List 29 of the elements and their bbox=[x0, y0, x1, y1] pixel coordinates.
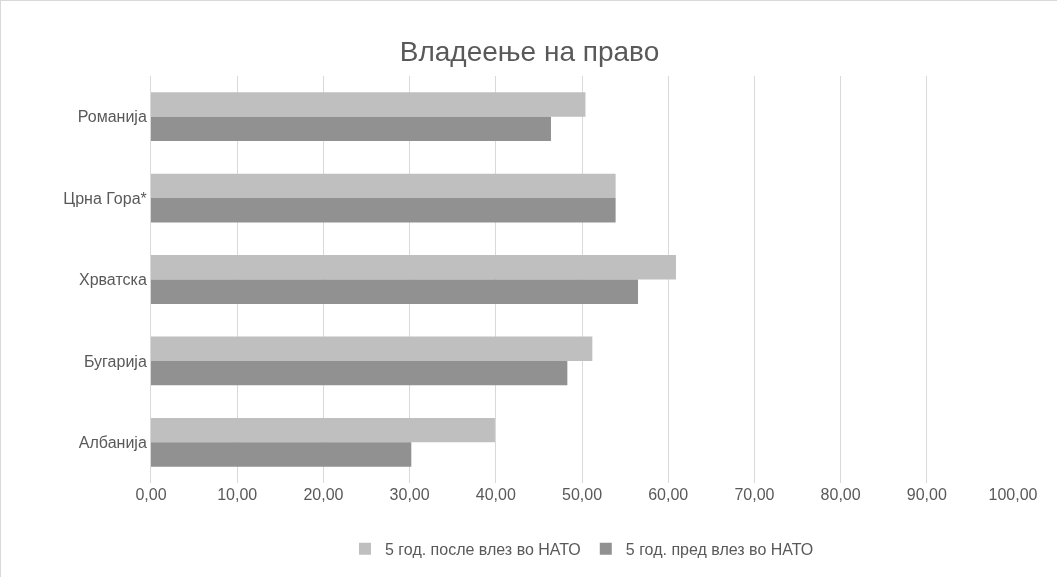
bar bbox=[151, 173, 616, 199]
y-tick-label: Албанија bbox=[78, 433, 147, 451]
bar bbox=[151, 198, 616, 223]
bar bbox=[151, 417, 495, 443]
bar bbox=[151, 279, 639, 304]
x-tick-label: 90,00 bbox=[906, 486, 947, 503]
x-tick-label: 100,00 bbox=[988, 486, 1038, 503]
x-tick-label: 70,00 bbox=[734, 486, 775, 503]
bar bbox=[151, 92, 586, 117]
bar bbox=[151, 360, 568, 386]
x-tick-label: 10,00 bbox=[217, 486, 258, 503]
bar bbox=[151, 116, 551, 142]
legend-label: 5 год. пред влез во НАТО bbox=[625, 540, 814, 558]
chart-title: Владеење на право bbox=[399, 35, 660, 67]
x-tick-label: 50,00 bbox=[561, 486, 603, 503]
bar bbox=[151, 442, 412, 467]
y-tick-label: Бугарија bbox=[83, 352, 147, 370]
bar bbox=[151, 336, 593, 361]
y-tick-label: Хрватска bbox=[78, 271, 147, 289]
x-tick-label: 40,00 bbox=[475, 486, 516, 503]
x-tick-label: 80,00 bbox=[820, 486, 861, 503]
x-tick-label: 20,00 bbox=[303, 486, 344, 503]
x-tick-label: 30,00 bbox=[389, 486, 430, 503]
bar bbox=[151, 255, 676, 280]
legend-label: 5 год. после влез во НАТО bbox=[385, 540, 581, 558]
x-tick-label: 0,00 bbox=[135, 486, 167, 503]
y-tick-label: Црна Гора* bbox=[63, 189, 147, 207]
x-tick-label: 60,00 bbox=[648, 486, 689, 503]
y-tick-label: Романија bbox=[77, 108, 147, 126]
